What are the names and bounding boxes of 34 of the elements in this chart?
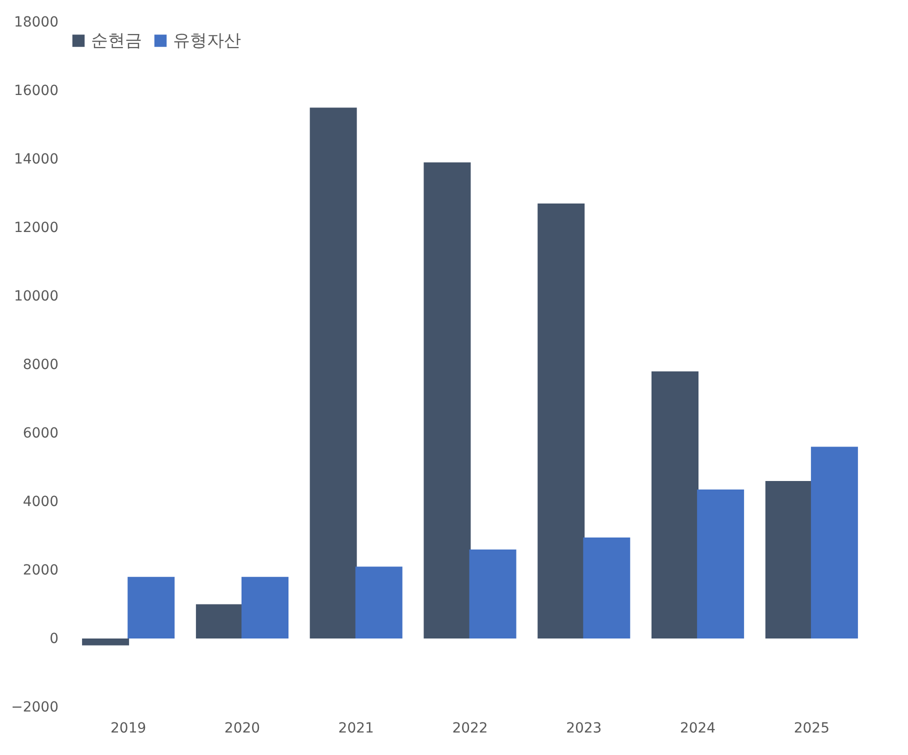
bar	[765, 480, 812, 638]
bar	[424, 162, 471, 638]
y-tick-label: 16000	[14, 83, 58, 99]
bar	[810, 446, 858, 638]
x-tick-label: 2021	[338, 720, 374, 736]
legend-label: 순현금	[91, 30, 142, 51]
x-tick-label: 2024	[680, 720, 716, 736]
bar	[310, 108, 357, 638]
x-tick-label: 2022	[452, 720, 488, 736]
bar	[242, 576, 288, 638]
x-tick-label: 2025	[794, 720, 830, 736]
bar	[82, 638, 130, 646]
x-tick-label: 2023	[566, 720, 602, 736]
bar	[583, 537, 630, 638]
y-tick-label: 2000	[22, 562, 58, 578]
y-tick-label: −2000	[11, 700, 58, 716]
bar	[697, 490, 744, 638]
legend-label: 유형자산	[173, 30, 241, 51]
bar	[355, 566, 402, 638]
x-tick-label: 2019	[110, 720, 146, 736]
y-tick-label: 6000	[22, 426, 58, 442]
y-tick-label: 12000	[14, 220, 58, 236]
y-tick-label: 0	[50, 631, 58, 647]
y-tick-label: 4000	[22, 494, 58, 510]
y-tick-label: 14000	[14, 152, 58, 168]
y-tick-label: 8000	[22, 357, 58, 373]
y-tick-label: 18000	[14, 14, 58, 30]
bar	[128, 576, 175, 638]
bar	[652, 371, 698, 638]
x-tick-label: 2020	[224, 720, 260, 736]
bar	[196, 604, 243, 638]
bar	[538, 204, 585, 638]
y-tick-label: 10000	[14, 288, 58, 304]
bar	[469, 549, 516, 638]
